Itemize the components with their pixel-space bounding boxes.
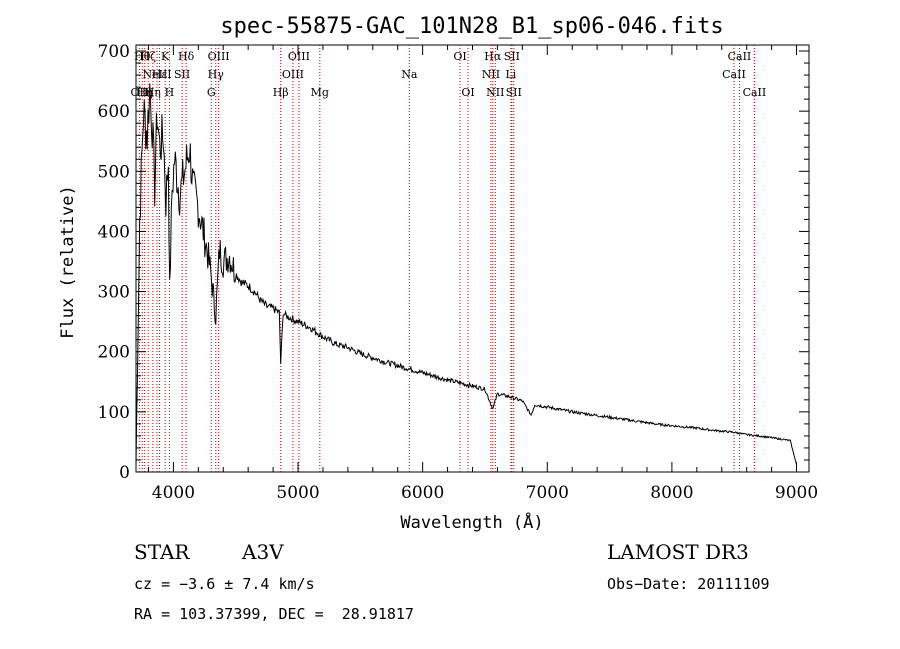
- observation-date: Obs−Date: 20111109: [607, 575, 770, 593]
- line-label-14: Hβ: [273, 86, 289, 99]
- y-tick-label-4: 400: [98, 222, 130, 242]
- y-tick-label-3: 300: [98, 283, 130, 303]
- x-tick-label-2: 6000: [401, 483, 444, 503]
- y-tick-label-0: 0: [119, 463, 130, 483]
- plot-frame: [135, 44, 810, 473]
- y-tick-label-7: 700: [98, 42, 130, 62]
- line-label-9: SII: [174, 68, 190, 81]
- line-label-15: OIII: [282, 68, 304, 81]
- x-axis-label: Wavelength (Å): [400, 511, 543, 533]
- line-label-21: NII: [482, 68, 500, 81]
- survey-name: LAMOST DR3: [607, 540, 749, 564]
- line-label-24: Li: [505, 68, 516, 81]
- line-label-3: Hζ: [140, 50, 156, 63]
- line-label-6: Hε: [152, 68, 168, 81]
- x-tick-label-0: 4000: [152, 483, 195, 503]
- y-axis-label: Flux (relative): [58, 185, 78, 339]
- line-label-20: OI: [461, 86, 474, 99]
- line-label-1: Hθ: [134, 50, 151, 63]
- line-label-0: OII: [131, 86, 149, 99]
- x-tick-label-4: 8000: [650, 483, 693, 503]
- axis-ticks: 4000 5000 6000 7000 8000 9000 0 100 200 300 400 500…: [98, 42, 819, 503]
- line-label-28: CaII: [728, 50, 752, 63]
- line-label-23: NII: [486, 86, 504, 99]
- coordinates: RA = 103.37399, DEC = 28.91817: [134, 605, 414, 623]
- line-label-29: CaII: [743, 86, 767, 99]
- object-subclass: A3V: [242, 540, 284, 564]
- line-label-16: OIII: [288, 50, 310, 63]
- line-label-5: NeIII: [142, 68, 171, 81]
- line-label-19: OI: [453, 50, 466, 63]
- x-tick-label-5: 9000: [775, 483, 818, 503]
- chart-title: spec-55875-GAC_101N28_B1_sp06-046.fits: [220, 14, 723, 39]
- redshift-velocity: cz = −3.6 ± 7.4 km/s: [134, 575, 315, 593]
- line-label-2: Hη: [137, 86, 153, 99]
- y-tick-label-6: 600: [98, 102, 130, 122]
- line-label-12: Hγ: [208, 68, 225, 81]
- line-label-22: Hα: [484, 50, 502, 63]
- line-label-4: Hη: [145, 86, 161, 99]
- line-label-11: G: [207, 86, 216, 99]
- line-label-17: Mg: [311, 86, 329, 99]
- line-label-8: H: [165, 86, 175, 99]
- line-label-18: Na: [401, 68, 418, 81]
- x-tick-label-1: 5000: [276, 483, 319, 503]
- line-label-27: CaII: [722, 68, 746, 81]
- spectrum-chart: spec-55875-GAC_101N28_B1_sp06-046.fits O…: [58, 14, 819, 533]
- line-label-26: SII: [506, 86, 522, 99]
- object-class: STAR: [134, 540, 190, 564]
- line-label-13: OIII: [208, 50, 230, 63]
- x-tick-label-3: 7000: [526, 483, 569, 503]
- line-label-25: SII: [504, 50, 520, 63]
- line-label-7: K: [161, 50, 170, 63]
- line-label-10: Hδ: [178, 50, 195, 63]
- y-tick-label-2: 200: [98, 343, 130, 363]
- spectrum-line: [135, 83, 797, 467]
- y-tick-label-5: 500: [98, 162, 130, 182]
- y-tick-label-1: 100: [98, 403, 130, 423]
